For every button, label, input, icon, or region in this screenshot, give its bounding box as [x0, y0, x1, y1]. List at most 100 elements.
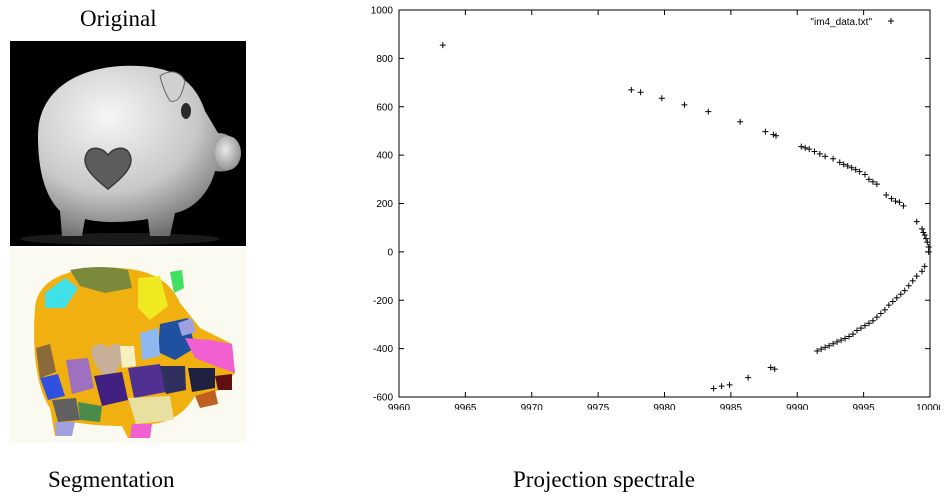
data-point	[856, 168, 863, 175]
spectral-projection-chart: 9960996599709975998099859990999510000 -6…	[371, 6, 940, 411]
data-point	[861, 171, 868, 178]
data-point	[923, 235, 930, 242]
data-point	[830, 340, 837, 347]
x-tick-label: 9965	[454, 403, 477, 410]
data-point	[838, 337, 845, 344]
data-point	[869, 178, 876, 185]
data-point	[681, 101, 688, 108]
data-point	[873, 314, 880, 321]
data-point	[896, 199, 903, 206]
data-point	[900, 202, 907, 209]
y-tick-label: 400	[376, 151, 393, 162]
data-point	[802, 144, 809, 151]
projection-caption: Projection spectrale	[513, 467, 696, 492]
data-point	[718, 383, 725, 390]
data-point	[857, 325, 864, 332]
x-tick-label: 9980	[653, 403, 676, 410]
data-point	[861, 322, 868, 329]
data-point	[798, 143, 805, 150]
data-point	[628, 86, 635, 93]
x-tick-label: 9970	[521, 403, 544, 410]
data-point	[919, 225, 926, 232]
legend-label: "im4_data.txt"	[810, 17, 872, 28]
data-point	[893, 294, 900, 301]
data-point	[901, 287, 908, 294]
data-point	[921, 263, 928, 270]
data-point	[439, 42, 446, 49]
y-tick-label: -600	[373, 393, 393, 404]
segmentation-image	[10, 248, 246, 443]
data-points	[439, 42, 932, 392]
data-point	[745, 374, 752, 381]
data-point	[897, 291, 904, 298]
data-point	[850, 331, 857, 338]
data-point	[726, 381, 733, 388]
data-point	[762, 128, 769, 135]
original-image	[10, 41, 246, 246]
data-point	[853, 327, 860, 334]
data-point	[830, 155, 837, 162]
data-point	[873, 181, 880, 188]
data-point	[865, 320, 872, 327]
x-tick-label: 10000	[916, 403, 940, 410]
y-tick-label: -400	[373, 344, 393, 355]
y-tick-label: 1000	[371, 6, 394, 17]
data-point	[818, 346, 825, 353]
data-point	[921, 231, 928, 238]
data-point	[909, 277, 916, 284]
x-tick-label: 9985	[720, 403, 743, 410]
data-point	[919, 268, 926, 275]
data-point	[848, 164, 855, 171]
y-tick-label: 0	[387, 247, 393, 258]
data-point	[877, 310, 884, 317]
piggy-bank-photo	[10, 41, 246, 246]
data-point	[705, 108, 712, 115]
y-axis-ticks: -600 -400 -200 0 200 400 600 800 1000	[371, 6, 930, 404]
data-point	[924, 239, 931, 246]
data-point	[836, 159, 843, 166]
data-point	[710, 385, 717, 392]
segmentation-map	[34, 267, 235, 438]
data-point	[885, 302, 892, 309]
data-point	[852, 166, 859, 173]
data-point	[840, 161, 847, 168]
data-point	[925, 248, 932, 255]
data-point	[806, 146, 813, 153]
data-point	[869, 317, 876, 324]
data-point	[913, 273, 920, 280]
y-tick-label: -200	[373, 296, 393, 307]
data-point	[913, 218, 920, 225]
data-point	[888, 195, 895, 202]
data-point	[771, 366, 778, 373]
y-tick-label: 800	[376, 54, 393, 65]
legend-marker	[888, 18, 894, 24]
data-point	[905, 282, 912, 289]
data-point	[881, 306, 888, 313]
data-point	[844, 163, 851, 170]
data-point	[865, 176, 872, 183]
y-tick-label: 600	[376, 102, 393, 113]
data-point	[826, 342, 833, 349]
data-point	[767, 364, 774, 371]
data-point	[773, 132, 780, 139]
x-tick-label: 9960	[388, 403, 411, 410]
data-point	[811, 148, 818, 155]
x-tick-label: 9995	[853, 403, 876, 410]
x-axis-ticks: 9960 9965 9970 9975 9980 9985 9990 9995 10000	[388, 10, 940, 410]
data-point	[816, 150, 823, 157]
data-point	[822, 153, 829, 160]
data-point	[658, 95, 665, 102]
data-point	[770, 131, 777, 138]
data-point	[814, 348, 821, 355]
original-caption: Original	[80, 6, 157, 31]
data-point	[637, 89, 644, 96]
x-tick-label: 9975	[587, 403, 610, 410]
plot-frame	[398, 9, 931, 398]
data-point	[846, 333, 853, 340]
legend-plus-marker	[888, 18, 894, 24]
data-point	[889, 298, 896, 305]
x-tick-label: 9990	[786, 403, 809, 410]
data-point	[892, 198, 899, 205]
data-point	[883, 192, 890, 199]
segmentation-caption: Segmentation	[48, 467, 175, 492]
